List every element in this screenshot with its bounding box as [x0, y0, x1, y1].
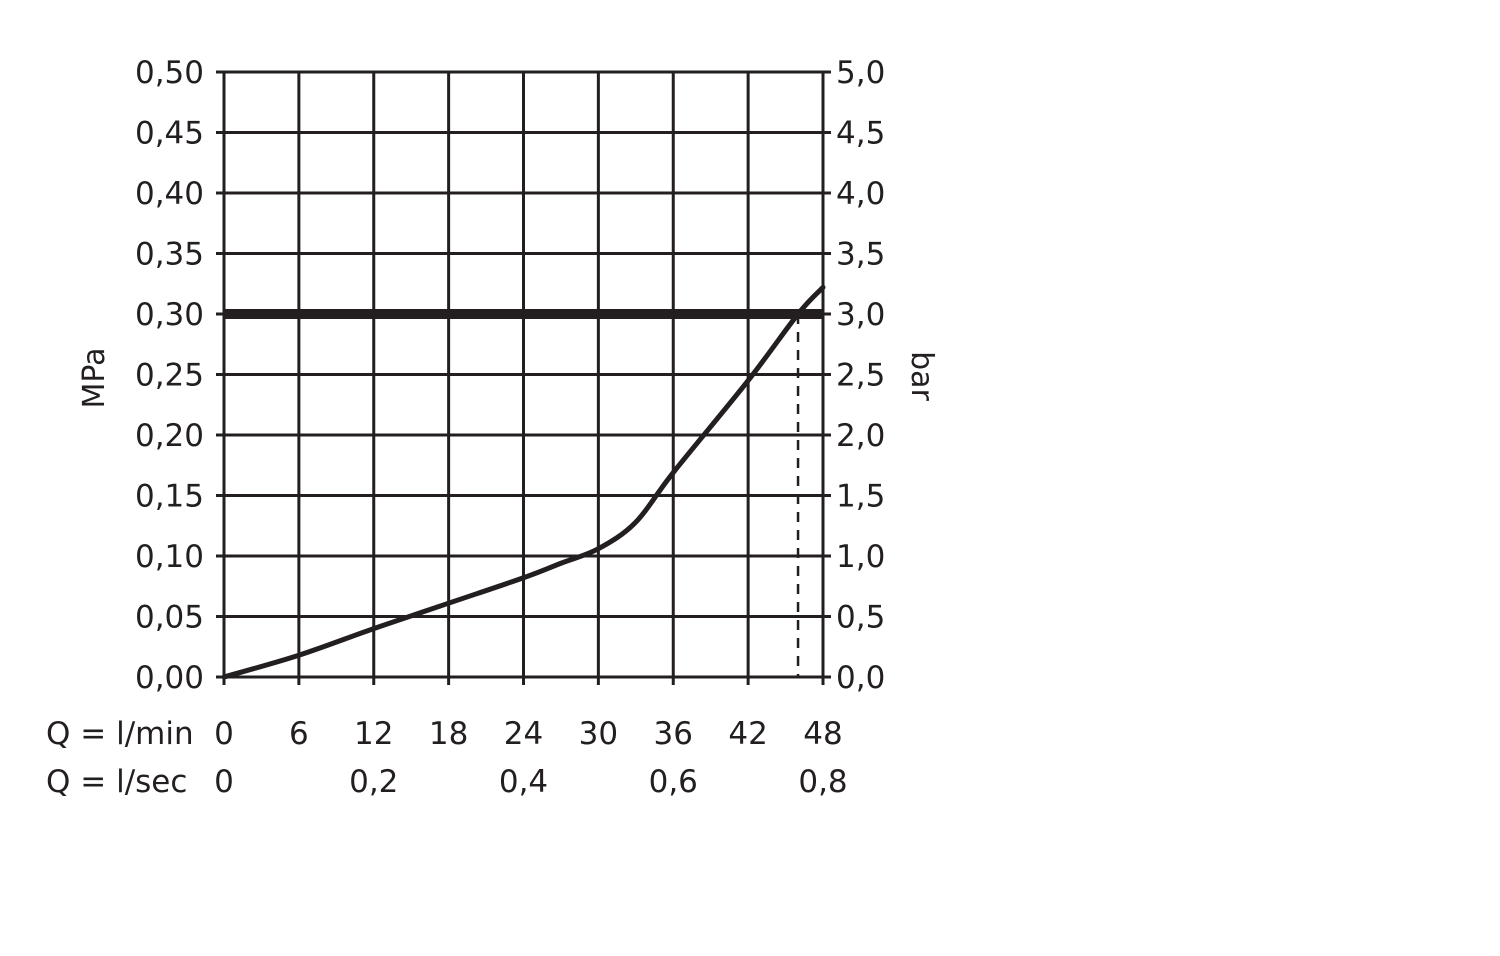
x-tick-label: 30	[579, 716, 618, 752]
y-tick-label: 0,40	[135, 176, 204, 212]
series-line-0	[221, 284, 826, 680]
x2-tick-label: 0,4	[499, 764, 548, 800]
x-row-label-lmin: Q = l/min	[46, 716, 194, 752]
y2-tick-label: 4,0	[836, 176, 885, 212]
x-tick-label: 24	[504, 716, 543, 752]
y-tick-label: 0,05	[135, 600, 204, 636]
x2-tick-label: 0	[214, 764, 234, 800]
x-tick-label: 12	[354, 716, 393, 752]
y2-tick-label: 3,0	[836, 297, 885, 333]
y-tick-label: 0,15	[135, 479, 204, 515]
grid	[216, 70, 831, 685]
y-tick-label: 0,30	[135, 297, 204, 333]
y2-tick-label: 0,0	[836, 660, 885, 696]
data-marks	[221, 284, 826, 680]
x-row-label-lsec: Q = l/sec	[46, 764, 187, 800]
x2-tick-label: 0,2	[349, 764, 398, 800]
x-tick-label: 0	[214, 716, 234, 752]
y2-tick-label: 2,0	[836, 418, 885, 454]
tick-labels: 0 6 12 18 24 30 36 42 48 0 0,2 0,4 0,6 0,8 0,00 0,0 0,05…	[135, 55, 885, 800]
y-tick-label: 0,50	[135, 55, 204, 91]
y-tick-label: 0,10	[135, 539, 204, 575]
y2-tick-label: 5,0	[836, 55, 885, 91]
y2-tick-label: 2,5	[836, 358, 885, 394]
x-tick-label: 18	[429, 716, 468, 752]
y-tick-label: 0,45	[135, 116, 204, 152]
y2-tick-label: 0,5	[836, 600, 885, 636]
x-tick-label: 48	[803, 716, 842, 752]
y2-tick-label: 1,0	[836, 539, 885, 575]
y-tick-label: 0,25	[135, 358, 204, 394]
y-tick-label: 0,00	[135, 660, 204, 696]
y2-tick-label: 4,5	[836, 116, 885, 152]
y-axis-label-mpa: MPa	[77, 347, 112, 408]
x2-tick-label: 0,6	[649, 764, 698, 800]
y-tick-label: 0,35	[135, 237, 204, 273]
x2-tick-label: 0,8	[798, 764, 847, 800]
y-tick-label: 0,20	[135, 418, 204, 454]
y2-axis-label-bar: bar	[904, 351, 939, 401]
y2-tick-label: 3,5	[836, 237, 885, 273]
x-tick-label: 6	[289, 716, 309, 752]
x-tick-label: 36	[654, 716, 693, 752]
y2-tick-label: 1,5	[836, 479, 885, 515]
x-tick-label: 42	[728, 716, 767, 752]
